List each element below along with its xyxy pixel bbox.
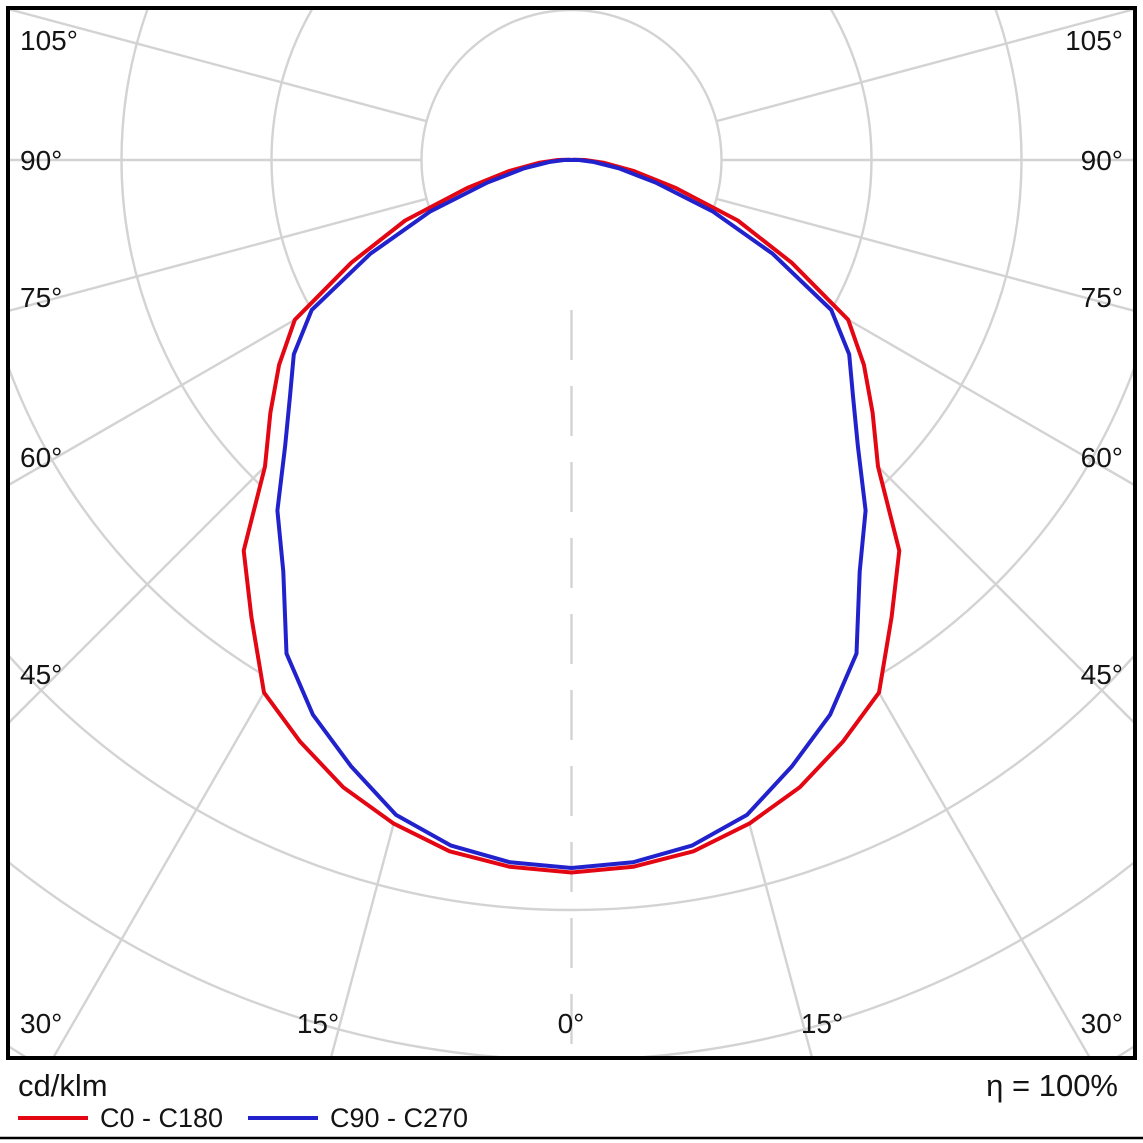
unit-label: cd/klm: [18, 1068, 108, 1103]
angle-label-right-75: 75°: [1081, 282, 1123, 313]
grid-ring: [10, 655, 1133, 911]
angle-label-left-45: 45°: [20, 659, 62, 690]
angle-label-bottom-15-left: 15°: [297, 1008, 339, 1039]
angle-label-right-30: 30°: [1081, 1008, 1123, 1039]
grid-radial: [10, 10, 427, 123]
curves-layer: [241, 157, 902, 1056]
angle-label-right-105: 105°: [1065, 25, 1123, 56]
grid-radial: [716, 197, 1133, 312]
angle-label-left-105: 105°: [20, 25, 78, 56]
angle-label-left-30: 30°: [20, 1008, 62, 1039]
plot-border: [6, 6, 1137, 1060]
angle-label-bottom-15-right: 15°: [801, 1008, 843, 1039]
efficiency-label: η = 100%: [986, 1068, 1118, 1103]
c90-c270-area: [277, 159, 866, 868]
legend-label-c0-c180: C0 - C180: [100, 1103, 223, 1133]
angle-label-right-90: 90°: [1081, 145, 1123, 176]
angle-label-right-45: 45°: [1081, 659, 1123, 690]
grid-radial: [10, 197, 427, 312]
legend-label-c90-c270: C90 - C270: [330, 1103, 468, 1133]
angle-label-left-75: 75°: [20, 282, 62, 313]
angle-label-left-90: 90°: [20, 145, 62, 176]
grid-radial: [716, 10, 1133, 123]
grid-radial: [10, 233, 443, 486]
c90-c270-curve: [275, 157, 868, 870]
grid-radial: [700, 233, 1133, 486]
angle-label-left-60: 60°: [20, 442, 62, 473]
angle-label-right-60: 60°: [1081, 442, 1123, 473]
c0-c180-curve: [241, 157, 902, 875]
angle-label-bottom-0: 0°: [558, 1008, 585, 1039]
